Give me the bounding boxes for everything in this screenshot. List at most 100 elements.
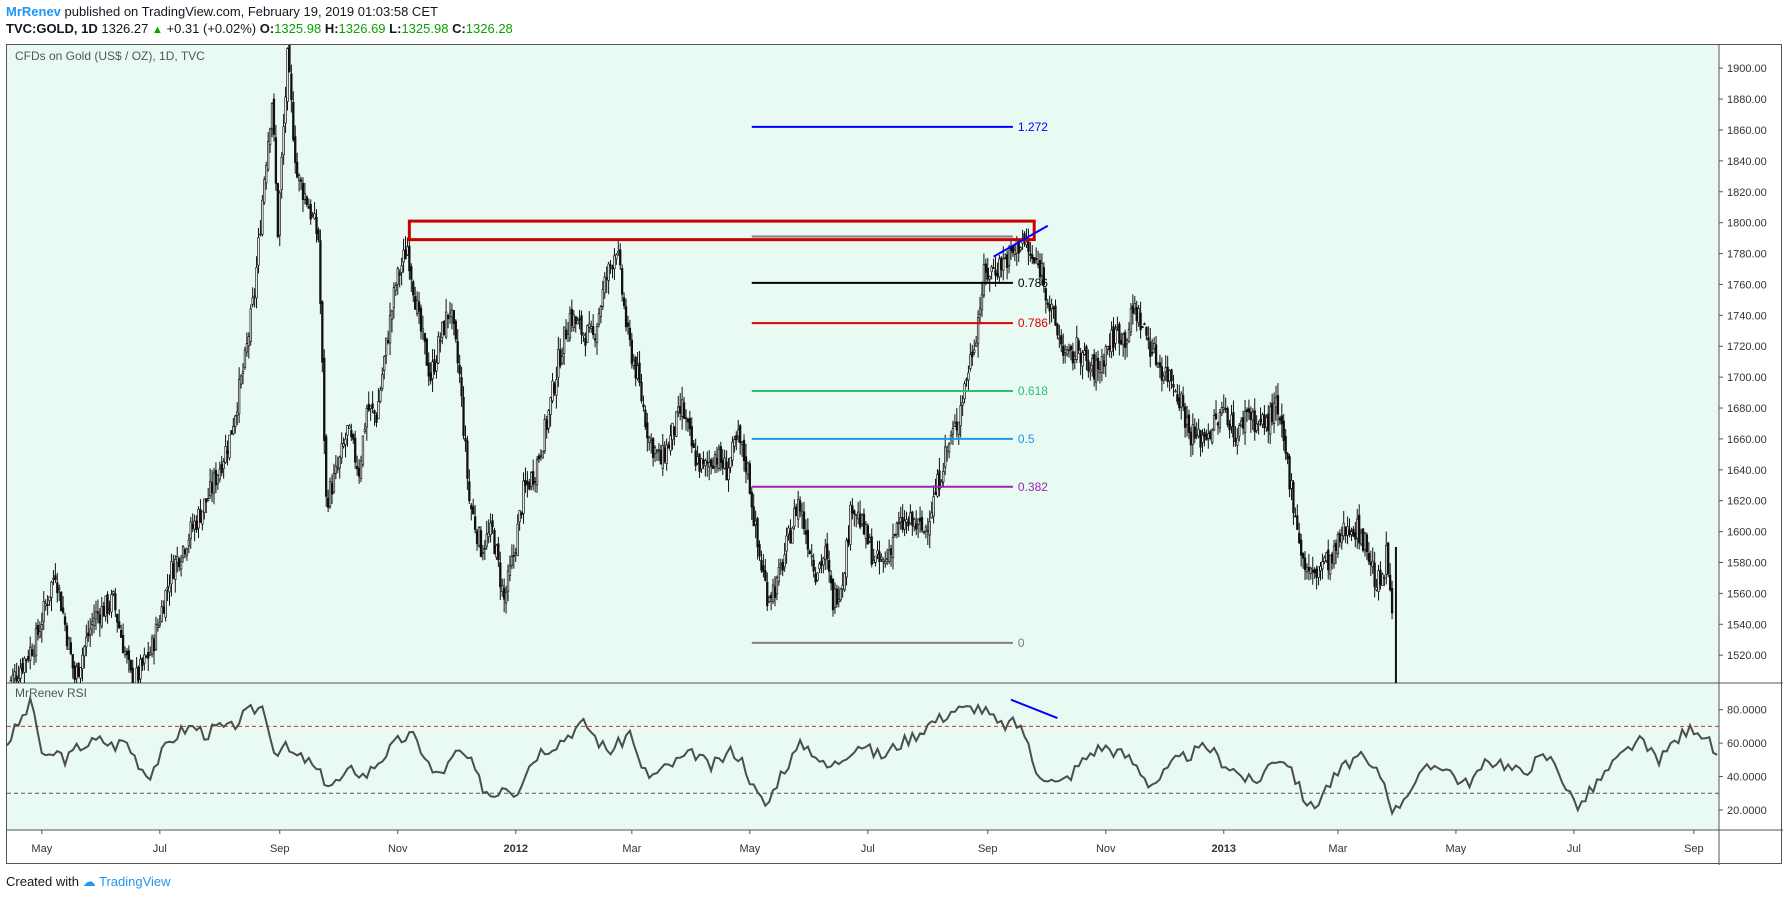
candle-body: [386, 339, 390, 344]
candle-body: [553, 383, 556, 394]
candle-body: [156, 624, 160, 628]
candle-body: [1127, 328, 1131, 342]
price-chart[interactable]: 1520.00 1540.00 1560.00 1580.00 1600.00 1620.…: [7, 45, 1783, 865]
candle-body: [319, 240, 322, 304]
candle-body: [1000, 257, 1003, 270]
candle-body: [73, 665, 76, 680]
candle-body: [1332, 545, 1336, 565]
candle-body: [530, 472, 533, 487]
price-tick-label: 1560.00: [1727, 588, 1767, 600]
candle-body: [895, 522, 899, 535]
candle-body: [1093, 354, 1096, 380]
candle-body: [661, 444, 664, 469]
candle-body: [379, 389, 382, 402]
candle-body: [261, 199, 264, 235]
time-tick-label: 2012: [504, 843, 528, 855]
up-triangle-icon: ▲: [151, 24, 163, 36]
candle-body: [400, 265, 403, 273]
candle-body: [454, 320, 457, 340]
time-tick-label: Nov: [388, 843, 408, 855]
candle-body: [385, 337, 388, 357]
low-label: L:: [389, 21, 402, 36]
candle-body: [450, 309, 454, 318]
fib-level-label: 0: [1018, 636, 1025, 650]
candle-body: [226, 450, 229, 454]
candle-body: [1257, 423, 1260, 426]
candle-body: [100, 606, 103, 627]
candle-body: [1203, 431, 1206, 437]
candle-body: [174, 558, 177, 580]
candle-body: [837, 599, 840, 603]
candle-body: [862, 513, 866, 535]
candle-body: [1034, 258, 1038, 261]
candle-body: [377, 401, 380, 420]
candle-body: [1388, 574, 1392, 591]
price-tick-label: 1880.00: [1727, 94, 1767, 106]
candle-body: [1340, 534, 1343, 544]
price-tick-label: 1520.00: [1727, 650, 1767, 662]
candle-body: [746, 462, 750, 475]
candle-body: [1300, 539, 1303, 556]
candle-body: [466, 440, 469, 479]
candle-body: [1369, 561, 1372, 566]
author-link[interactable]: MrRenev: [6, 4, 61, 19]
candle-body: [978, 307, 982, 315]
tradingview-logo-icon[interactable]: ☁: [82, 874, 96, 889]
candle-body: [578, 318, 581, 321]
candle-body: [622, 297, 626, 306]
candle-body: [545, 419, 548, 431]
candle-body: [886, 558, 889, 560]
candle-body: [27, 655, 30, 660]
candle-body: [1162, 375, 1165, 381]
chart-container[interactable]: 1520.00 1540.00 1560.00 1580.00 1600.00 1620.…: [6, 44, 1783, 865]
candle-body: [706, 461, 709, 464]
candle-body: [640, 381, 643, 402]
candle-body: [868, 537, 871, 542]
candle-body: [789, 530, 792, 544]
candle-body: [423, 332, 426, 342]
candle-body: [497, 543, 500, 561]
candle-body: [1327, 549, 1330, 571]
candle-body: [346, 425, 349, 436]
candle-body: [381, 374, 384, 389]
candle-body: [1050, 303, 1053, 310]
footer: Created with ☁ TradingView: [6, 874, 171, 890]
candle-body: [1123, 332, 1127, 348]
candle-body: [526, 480, 529, 485]
candle-body: [32, 653, 36, 657]
candle-body: [131, 667, 134, 683]
candle-body: [123, 650, 127, 656]
candle-body: [891, 536, 895, 558]
candle-body: [841, 584, 844, 590]
time-tick-label: Jul: [861, 843, 875, 855]
tradingview-link[interactable]: TradingView: [99, 874, 171, 889]
candle-body: [1354, 532, 1357, 540]
candle-body: [288, 45, 291, 73]
candle-body: [692, 443, 695, 449]
candle-body: [207, 498, 210, 501]
candle-body: [1067, 349, 1071, 352]
time-tick-label: Jul: [153, 843, 167, 855]
candle-body: [1243, 411, 1247, 433]
quote-line: TVC:GOLD, 1D 1326.27 ▲ +0.31 (+0.02%) O:…: [6, 21, 513, 36]
candle-body: [162, 606, 165, 614]
candle-body: [232, 426, 235, 435]
candle-body: [307, 206, 310, 209]
candle-body: [777, 567, 781, 583]
candle-body: [472, 506, 475, 515]
candle-body: [282, 126, 285, 156]
candle-body: [129, 659, 132, 671]
candle-body: [998, 258, 1001, 278]
candle-body: [847, 538, 850, 544]
candle-body: [1100, 356, 1104, 373]
candle-body: [797, 499, 800, 520]
candle-body: [1185, 417, 1189, 425]
candle-body: [820, 560, 823, 566]
candle-body: [833, 588, 837, 608]
candle-body: [711, 465, 715, 469]
candle-body: [624, 306, 628, 328]
candle-body: [34, 628, 38, 657]
candle-body: [617, 250, 620, 254]
candle-body: [696, 456, 699, 464]
candle-body: [976, 316, 980, 345]
